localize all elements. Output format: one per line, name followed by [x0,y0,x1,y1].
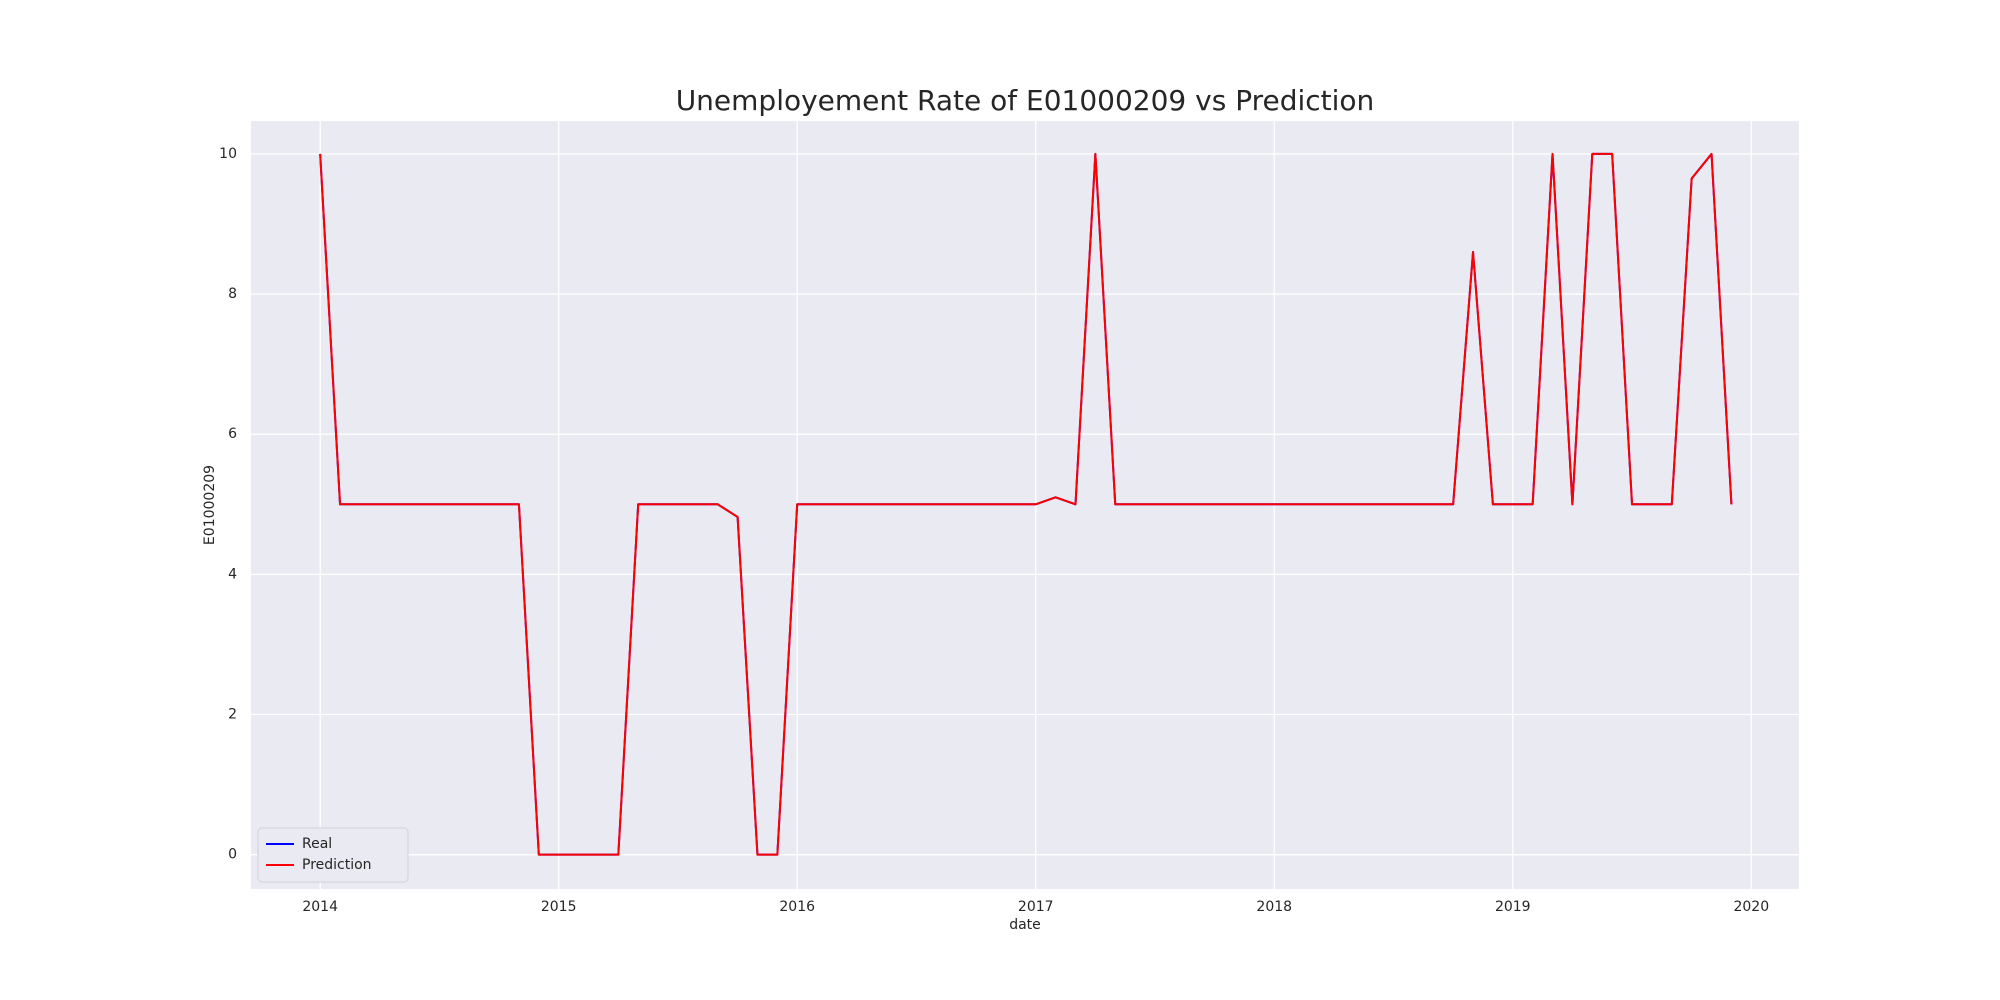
y-tick-label: 10 [219,146,237,162]
x-tick-label: 2015 [541,899,577,915]
y-tick-label: 0 [228,847,237,863]
legend-label: Prediction [302,857,372,873]
y-axis-label: E01000209 [202,465,218,545]
y-tick-label: 4 [228,566,237,582]
y-tick-label: 6 [228,426,237,442]
x-tick-label: 2014 [302,899,338,915]
x-tick-label: 2020 [1733,899,1769,915]
series-line [319,152,1733,856]
x-axis-label: date [1009,917,1041,933]
legend-box [257,827,409,883]
x-tick-label: 2017 [1018,899,1054,915]
x-tick-label: 2019 [1495,899,1531,915]
legend: Real Prediction [257,827,409,883]
x-tick-label: 2016 [779,899,815,915]
legend-label: Real [302,836,332,852]
x-tick-label: 2018 [1256,899,1292,915]
y-tick-label: 2 [228,707,237,723]
y-tick-label: 8 [228,286,237,302]
chart-title: Unemployement Rate of E01000209 vs Predi… [676,84,1375,117]
